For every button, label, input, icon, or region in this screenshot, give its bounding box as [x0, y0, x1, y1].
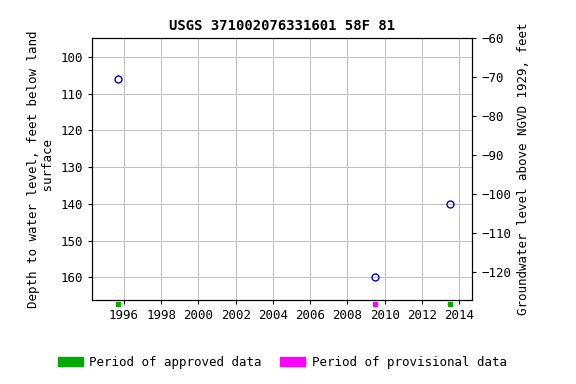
Legend: Period of approved data, Period of provisional data: Period of approved data, Period of provi…	[53, 351, 511, 374]
Title: USGS 371002076331601 58F 81: USGS 371002076331601 58F 81	[169, 19, 395, 33]
Y-axis label: Groundwater level above NGVD 1929, feet: Groundwater level above NGVD 1929, feet	[517, 23, 530, 315]
Y-axis label: Depth to water level, feet below land
 surface: Depth to water level, feet below land su…	[27, 30, 55, 308]
